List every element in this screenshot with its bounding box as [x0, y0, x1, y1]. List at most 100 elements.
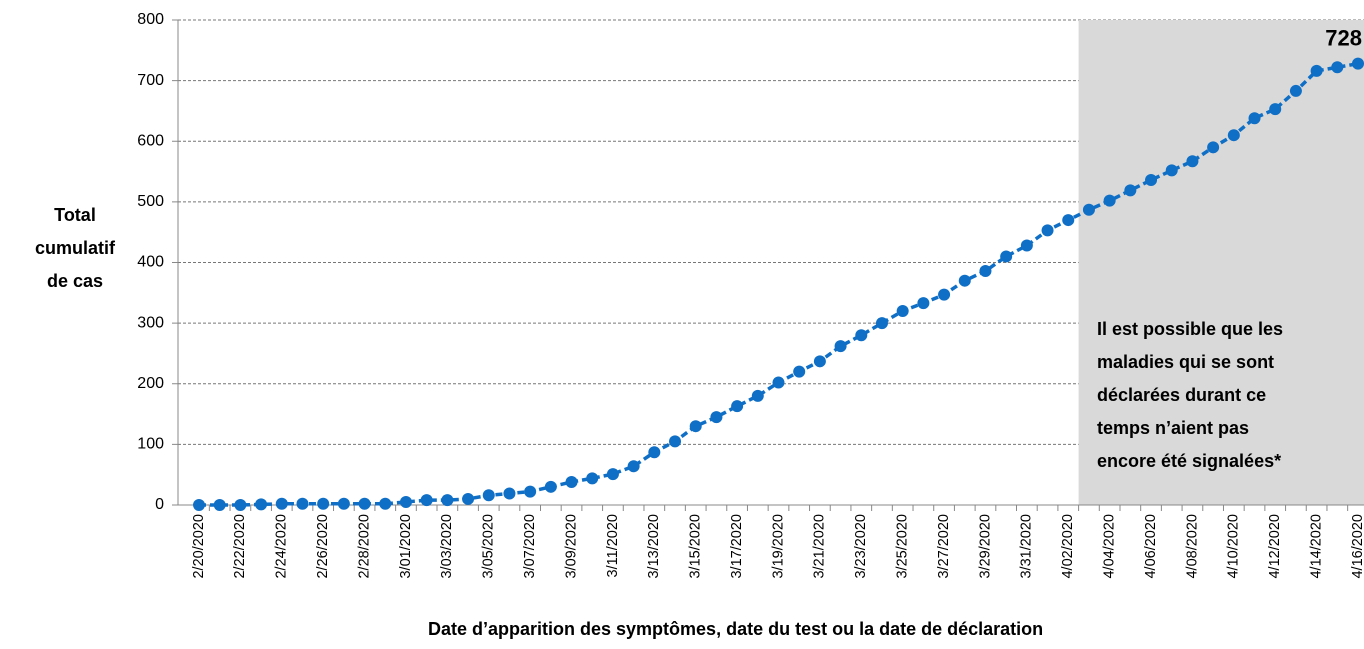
marker [648, 446, 661, 459]
x-tick-label: 3/29/2020 [977, 514, 993, 579]
marker [544, 480, 557, 493]
marker [1000, 250, 1013, 263]
y-tick-label: 300 [137, 314, 164, 331]
x-tick-label: 3/17/2020 [729, 514, 745, 579]
x-tick-label: 3/03/2020 [439, 514, 455, 579]
marker [1207, 141, 1220, 154]
x-tick-label: 3/27/2020 [936, 514, 952, 579]
x-tick-label: 3/23/2020 [853, 514, 869, 579]
marker [979, 264, 992, 277]
x-tick-label: 4/06/2020 [1143, 514, 1159, 579]
marker [669, 435, 682, 448]
x-tick-label: 3/31/2020 [1019, 514, 1035, 579]
marker [1310, 64, 1323, 77]
x-tick-label: 3/13/2020 [646, 514, 662, 579]
y-tick-label: 100 [137, 436, 164, 453]
x-tick-label: 3/01/2020 [398, 514, 414, 579]
marker [275, 497, 288, 510]
x-tick-label: 3/07/2020 [522, 514, 538, 579]
marker [586, 472, 599, 485]
x-tick-label: 4/10/2020 [1226, 514, 1242, 579]
y-tick-label: 400 [137, 254, 164, 271]
marker [751, 389, 764, 402]
marker [255, 498, 268, 511]
x-tick-label: 4/14/2020 [1308, 514, 1324, 579]
marker [606, 468, 619, 481]
y-axis-title: cumulatif [35, 238, 116, 258]
marker [710, 411, 723, 424]
marker [193, 499, 205, 511]
y-axis-title: de cas [47, 271, 103, 291]
x-tick-label: 3/25/2020 [895, 514, 911, 579]
annotation: encore été signalées* [1097, 451, 1281, 471]
y-tick-label: 0 [155, 496, 164, 513]
marker [503, 487, 516, 500]
annotation: temps n’aient pas [1097, 418, 1249, 438]
x-tick-label: 4/02/2020 [1060, 514, 1076, 579]
shaded-region [1078, 20, 1364, 505]
marker [482, 489, 495, 502]
y-tick-label: 800 [137, 11, 164, 28]
marker [399, 495, 412, 508]
marker [1227, 129, 1240, 142]
marker [1289, 84, 1302, 97]
marker [689, 420, 702, 433]
marker [420, 494, 433, 507]
marker [379, 497, 392, 510]
marker [958, 274, 971, 287]
marker [296, 497, 309, 510]
marker [1352, 57, 1364, 70]
annotation: maladies qui se sont [1097, 352, 1274, 372]
marker [1124, 184, 1137, 197]
marker [1103, 194, 1116, 207]
marker [213, 499, 226, 511]
x-tick-label: 2/28/2020 [356, 514, 372, 579]
marker [1020, 239, 1033, 252]
marker [1248, 112, 1261, 125]
data-label: 728 [1325, 25, 1362, 50]
x-tick-label: 3/05/2020 [481, 514, 497, 579]
marker [938, 288, 951, 301]
x-tick-label: 4/16/2020 [1350, 514, 1364, 579]
marker [441, 494, 454, 507]
y-axis-title: Total [54, 205, 96, 225]
y-tick-label: 700 [137, 72, 164, 89]
x-tick-label: 2/20/2020 [191, 514, 207, 579]
marker [772, 376, 785, 389]
marker [1165, 164, 1178, 177]
marker [731, 400, 744, 413]
x-tick-label: 3/19/2020 [770, 514, 786, 579]
marker [1145, 174, 1158, 187]
marker [793, 365, 806, 378]
x-tick-label: 2/26/2020 [315, 514, 331, 579]
x-tick-label: 2/22/2020 [232, 514, 248, 579]
marker [896, 305, 909, 317]
marker [1269, 103, 1282, 116]
marker [834, 340, 847, 353]
marker [1041, 224, 1054, 237]
y-tick-label: 600 [137, 132, 164, 149]
x-tick-label: 3/15/2020 [688, 514, 704, 579]
marker [813, 355, 826, 368]
x-tick-label: 3/21/2020 [812, 514, 828, 579]
x-tick-label: 2/24/2020 [274, 514, 290, 579]
x-tick-label: 3/11/2020 [605, 514, 621, 577]
marker [524, 485, 537, 498]
annotation: déclarées durant ce [1097, 385, 1266, 405]
marker [627, 460, 640, 473]
marker [1186, 155, 1199, 168]
x-tick-label: 4/12/2020 [1267, 514, 1283, 579]
y-tick-label: 500 [137, 193, 164, 210]
x-tick-label: 3/09/2020 [563, 514, 579, 579]
annotation: Il est possible que les [1097, 319, 1283, 339]
x-tick-label: 4/08/2020 [1184, 514, 1200, 579]
marker [1331, 61, 1344, 74]
marker [462, 492, 475, 505]
marker [565, 475, 578, 488]
marker [337, 497, 350, 510]
x-axis-title: Date d’apparition des symptômes, date du… [428, 619, 1043, 639]
marker [855, 329, 868, 342]
marker [358, 497, 371, 510]
marker [234, 499, 247, 511]
